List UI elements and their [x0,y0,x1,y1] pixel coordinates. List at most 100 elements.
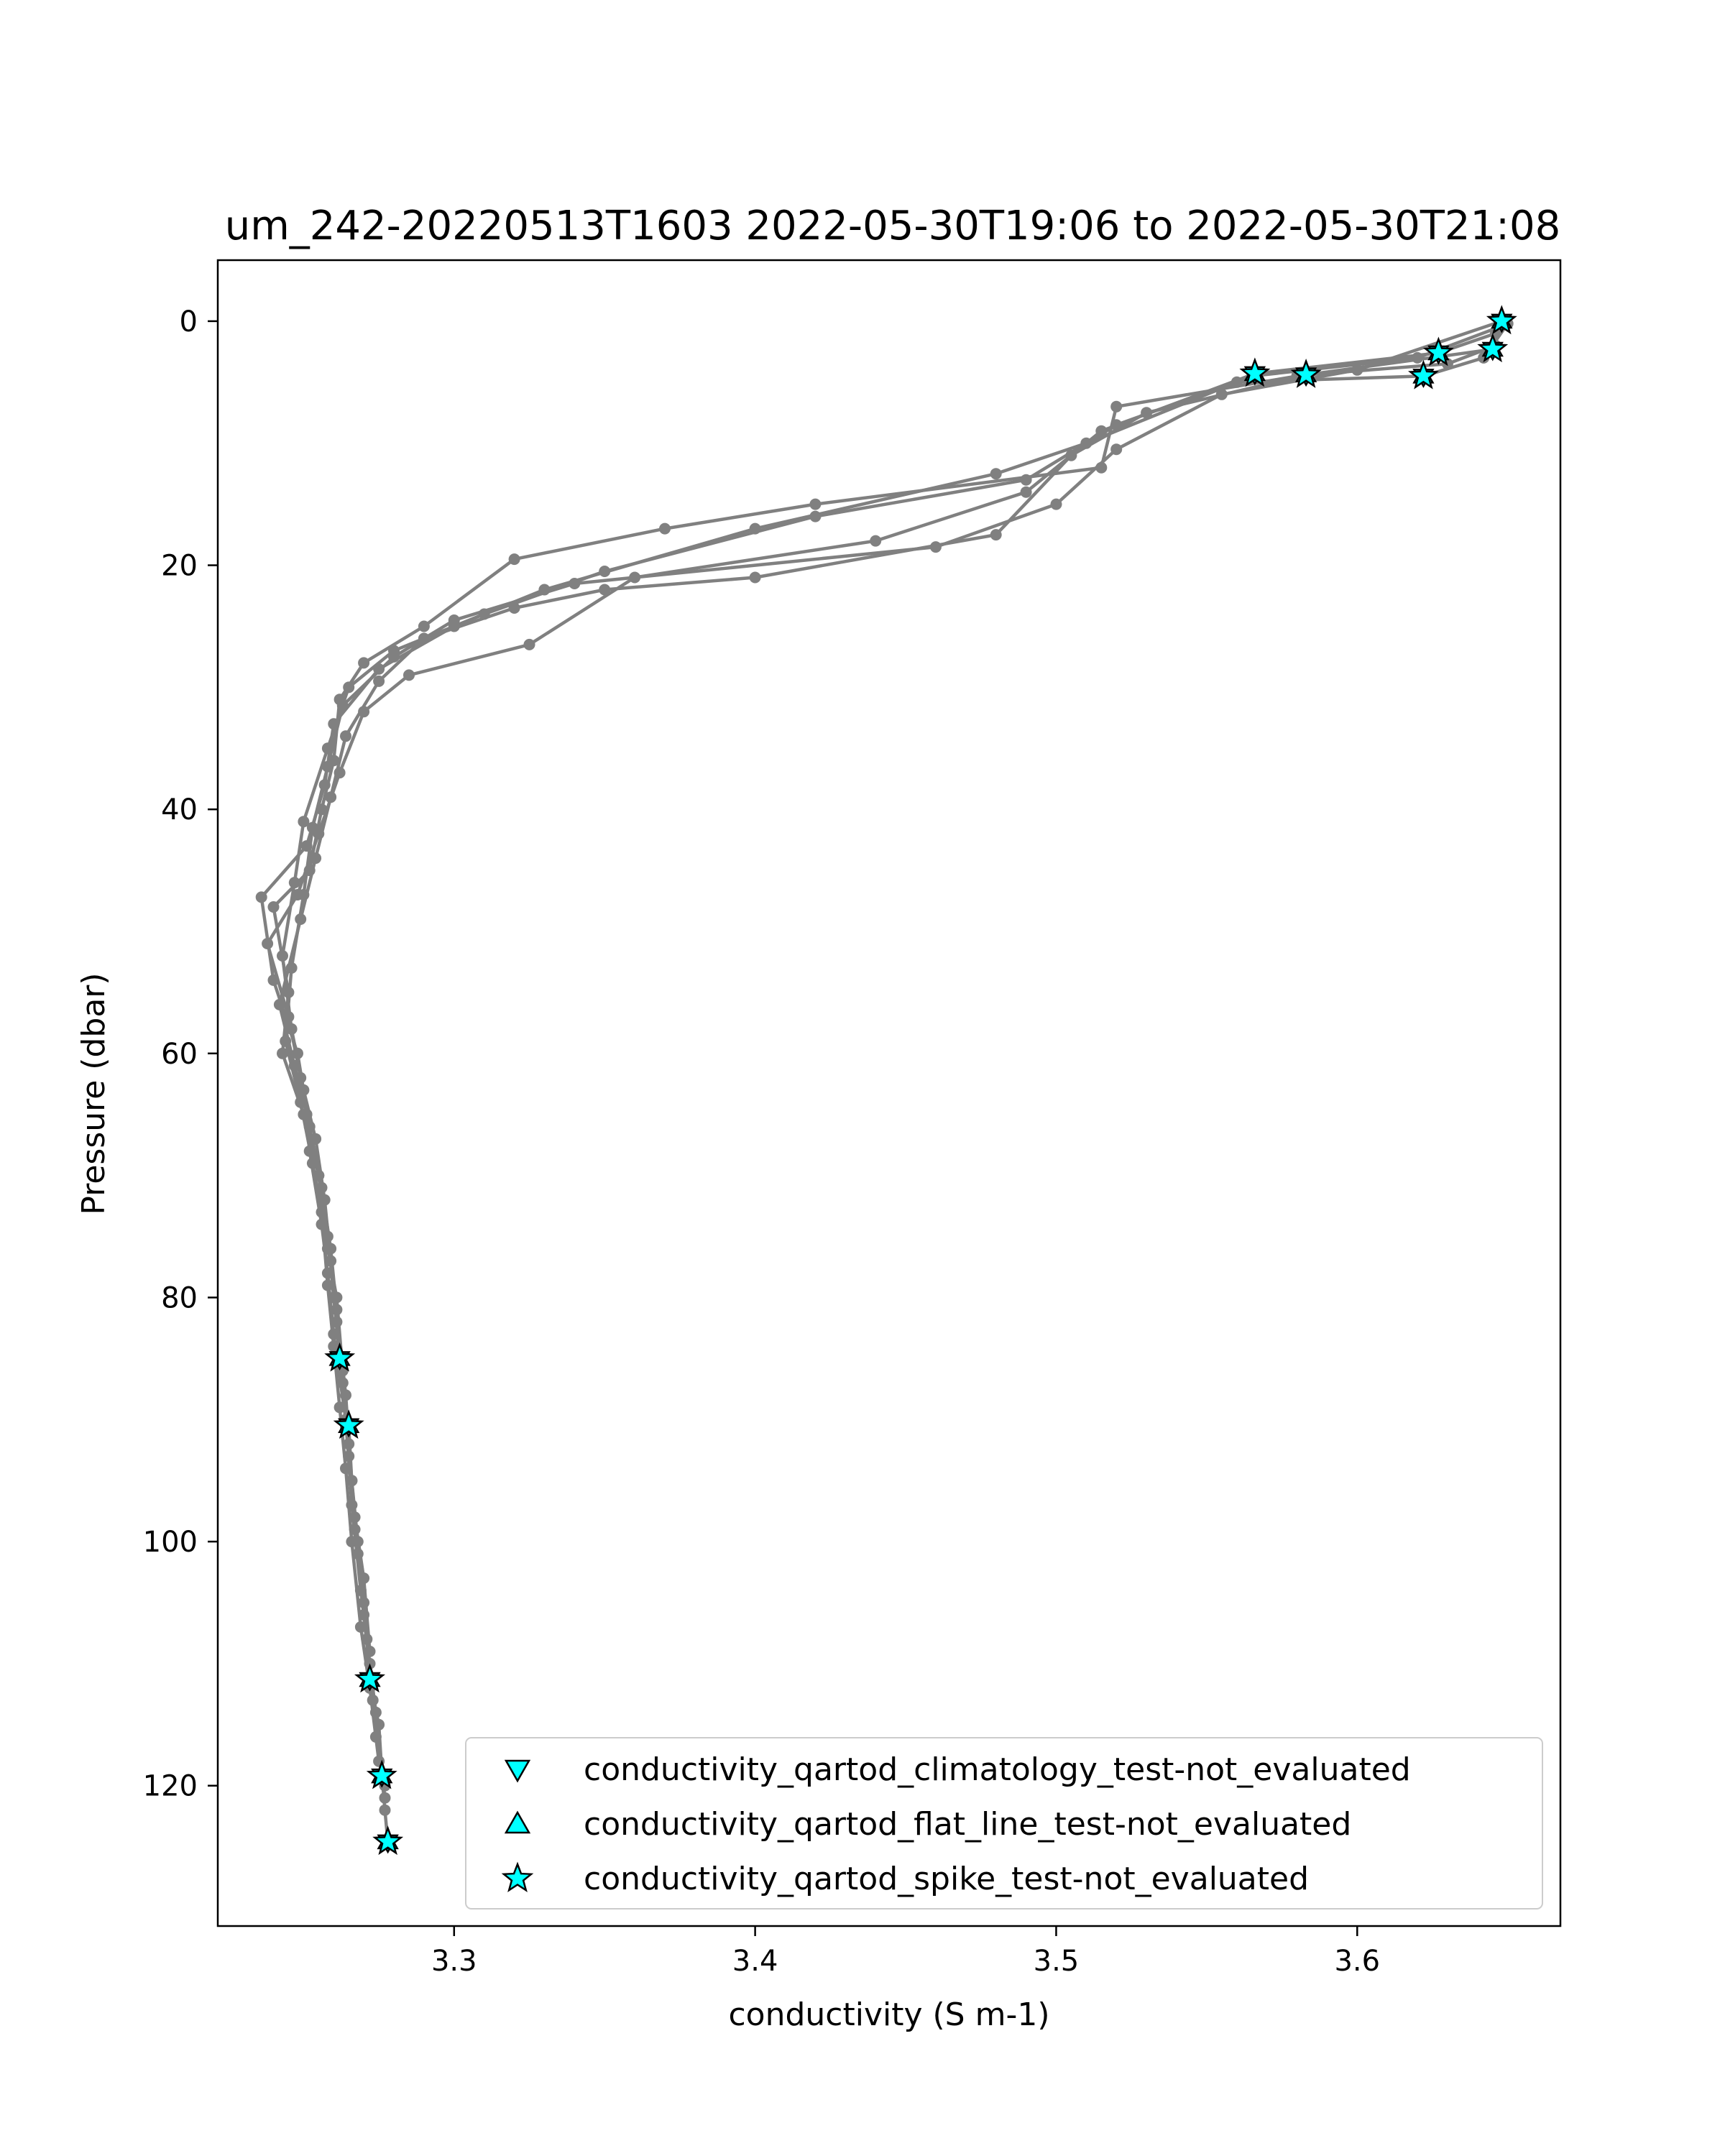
data-point [295,913,307,925]
data-point [298,816,310,828]
data-point [870,535,882,547]
data-point [990,529,1002,541]
spike-flag-marker [333,1409,364,1439]
data-point [364,1645,376,1657]
data-point [1110,443,1123,456]
data-point [273,998,285,1010]
x-tick-label: 3.3 [431,1945,477,1978]
series-line-2 [280,326,1499,1737]
data-point [300,1108,313,1120]
spike-flag-marker [1477,333,1509,363]
data-point [321,1243,334,1255]
data-point [1050,498,1062,510]
legend: conductivity_qartod_climatology_test-not… [465,1737,1543,1909]
data-point [1020,486,1032,498]
data-point [267,901,280,913]
series-line-4 [259,323,1509,1798]
data-point [523,638,535,650]
data-point [508,602,520,614]
data-point [292,1047,303,1059]
data-point [313,1169,325,1181]
data-point [1141,407,1153,419]
data-point [336,699,349,711]
data-point [448,614,460,626]
data-point [325,791,337,803]
spike-flag-marker [1239,357,1271,387]
data-point [310,852,322,865]
data-point [569,578,581,589]
data-point [346,1536,358,1548]
legend-label: conductivity_qartod_flat_line_test-not_e… [584,1806,1351,1843]
data-point [749,522,761,535]
y-axis-title: Pressure (dbar) [75,972,112,1215]
data-point [354,1621,367,1633]
data-point [379,1804,391,1816]
spike-flag-marker [1408,359,1439,390]
data-point [277,950,288,962]
legend-label: conductivity_qartod_climatology_test-not… [584,1751,1411,1788]
chart-title: um_242-20220513T1603 2022-05-30T19:06 to… [225,203,1561,249]
y-tick-label: 0 [180,305,198,338]
data-point [599,584,611,596]
spike-flag-marker [1422,336,1454,367]
data-point [809,498,822,510]
plot-area [255,305,1517,1856]
x-tick-label: 3.6 [1334,1945,1380,1978]
data-point [1020,474,1032,486]
legend-marker-triangle-down [504,1759,531,1783]
data-point [343,681,355,694]
series-line-6 [277,344,1496,1652]
x-tick-label: 3.5 [1034,1945,1080,1978]
data-point [340,1462,351,1475]
y-tick-label: 40 [161,793,198,826]
data-point [340,730,351,742]
data-point [990,468,1002,480]
data-point [288,877,300,889]
data-point [288,1059,300,1072]
x-tick-label: 3.4 [732,1945,778,1978]
y-tick-label: 60 [161,1038,198,1071]
y-tick-label: 120 [143,1770,198,1803]
spike-flag-marker [366,1759,397,1789]
spike-flag-marker [1290,359,1322,388]
y-axis: 0 20 40 60 80 100 120 [143,305,218,1803]
legend-marker-star [501,1861,534,1893]
data-point [349,1511,361,1524]
series-line-1 [272,321,1504,1843]
spike-flag-marker [354,1663,386,1693]
data-point [306,821,318,834]
data-point [1065,449,1077,461]
data-point [373,675,385,687]
legend-label: conductivity_qartod_spike_test-not_evalu… [584,1861,1309,1897]
data-point [321,1279,334,1291]
spike-flag-marker [1486,305,1517,335]
data-point [388,650,400,663]
y-tick-label: 100 [143,1526,198,1559]
data-point [1095,425,1108,437]
data-point [1110,400,1123,413]
data-point [343,1438,355,1450]
data-point [331,1291,343,1304]
data-point [418,632,430,645]
x-axis: 3.3 3.4 3.5 3.6 [431,1926,1380,1978]
series-line-5 [283,319,1503,1761]
y-tick-label: 20 [161,550,198,583]
plot-frame [216,259,1562,1927]
data-point [1230,376,1243,388]
data-point [358,657,370,669]
data-point [321,760,334,773]
data-point [418,620,430,632]
data-point [403,669,415,681]
data-point [379,1792,391,1804]
x-axis-title: conductivity (S m-1) [728,1996,1049,2033]
data-point [508,553,520,566]
data-point [255,891,267,903]
legend-marker-triangle-up [504,1810,531,1834]
spike-flag-marker [372,1825,404,1856]
y-tick-label: 80 [161,1281,198,1314]
data-point [277,1047,288,1059]
legend-box [465,1737,1543,1909]
data-point [358,1572,370,1584]
data-point [749,571,761,584]
